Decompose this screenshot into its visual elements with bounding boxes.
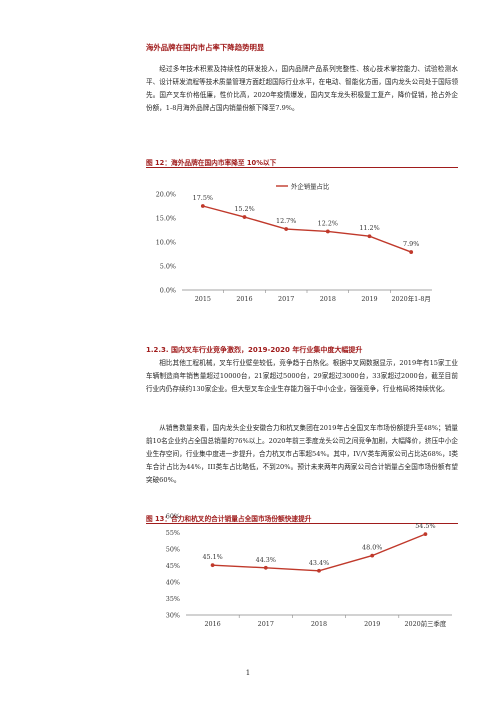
data-point bbox=[325, 229, 330, 234]
figure-12-title-rule bbox=[146, 167, 458, 168]
x-tick-label: 2019 bbox=[361, 295, 377, 303]
data-label: 17.5% bbox=[193, 194, 213, 202]
subsection-paragraph-2: 从销售数量来看，国内龙头企业安徽合力和杭叉集团在2019年占全国叉车市场份额提升… bbox=[146, 424, 458, 485]
y-tick-label: 60% bbox=[166, 512, 180, 520]
page-number: 1 bbox=[245, 669, 251, 677]
data-label: 48.0% bbox=[362, 544, 382, 552]
y-tick-label: 10.0% bbox=[156, 238, 176, 246]
y-tick-label: 30% bbox=[166, 611, 180, 619]
data-point bbox=[284, 227, 289, 231]
data-point bbox=[242, 215, 247, 219]
section-title: 海外品牌在国内市占率下降趋势明显 bbox=[146, 43, 265, 52]
data-label: 54.5% bbox=[415, 522, 435, 530]
figure-12-title: 图 12：海外品牌在国内市率降至 10%以下 bbox=[146, 159, 277, 167]
x-tick-label: 2020年1-8月 bbox=[391, 294, 430, 303]
data-point bbox=[423, 532, 428, 537]
legend-label: 外企销量占比 bbox=[291, 182, 330, 191]
y-tick-label: 20.0% bbox=[156, 190, 176, 198]
y-tick-label: 5.0% bbox=[160, 262, 176, 270]
data-point bbox=[263, 565, 268, 570]
data-label: 12.2% bbox=[318, 219, 338, 227]
data-label: 44.3% bbox=[256, 556, 276, 564]
x-tick-label: 2018 bbox=[311, 620, 327, 628]
y-tick-label: 55% bbox=[166, 529, 180, 537]
y-tick-label: 50% bbox=[166, 545, 180, 553]
data-label: 7.9% bbox=[403, 240, 419, 248]
data-point bbox=[317, 568, 321, 573]
section-paragraph: 经过多年技术积累及持续性的研发投入，国内品牌产品系列完整性、核心技术掌控能力、试… bbox=[146, 65, 458, 113]
data-label: 11.2% bbox=[359, 224, 379, 232]
data-point bbox=[409, 250, 414, 254]
x-tick-label: 2019 bbox=[364, 620, 380, 628]
x-tick-label: 2016 bbox=[204, 620, 220, 628]
y-tick-label: 15.0% bbox=[156, 214, 176, 222]
x-tick-label: 2017 bbox=[258, 620, 274, 628]
data-label: 12.7% bbox=[276, 217, 296, 225]
x-tick-label: 2016 bbox=[236, 295, 252, 303]
series-line bbox=[202, 205, 412, 253]
figure-12-chart: 外企销量占比 20.0% 15.0% 10.0% 5.0% 0.0% 2015 2016 2… bbox=[156, 182, 432, 303]
chart-legend: 外企销量占比 bbox=[276, 182, 330, 191]
x-tick-label: 2018 bbox=[320, 295, 336, 303]
subsection-heading: 1.2.3. 国内叉车行业竞争激烈，2019-2020 年行业集中度大幅提升 bbox=[146, 346, 363, 354]
data-point bbox=[210, 563, 215, 568]
data-point bbox=[370, 553, 375, 558]
subsection-paragraph-1: 相比其他工程机械，叉车行业壁垒较低，竞争趋于白热化。根据中叉网数据显示，2019… bbox=[146, 359, 458, 394]
y-tick-label: 0.0% bbox=[160, 286, 176, 294]
data-point bbox=[367, 234, 372, 239]
y-tick-label: 35% bbox=[166, 595, 180, 603]
data-label: 45.1% bbox=[202, 553, 222, 561]
y-tick-label: 45% bbox=[166, 562, 180, 570]
data-label: 43.4% bbox=[309, 559, 329, 567]
y-tick-label: 40% bbox=[166, 578, 180, 586]
x-tick-label: 2017 bbox=[278, 295, 294, 303]
data-point bbox=[200, 204, 205, 208]
figure-13-chart: 60% 55% 50% 45% 40% 35% 30% 2016 2017 2018 2019 20… bbox=[166, 512, 452, 628]
x-tick-label: 2015 bbox=[195, 295, 211, 303]
figure-13-title: 图 13：合力和杭叉的合计销量占全国市场份额快速提升 bbox=[146, 515, 312, 523]
x-tick-label: 2020前三季度 bbox=[404, 619, 446, 628]
data-label: 15.2% bbox=[234, 205, 254, 213]
figure-13-title-rule bbox=[146, 523, 458, 524]
